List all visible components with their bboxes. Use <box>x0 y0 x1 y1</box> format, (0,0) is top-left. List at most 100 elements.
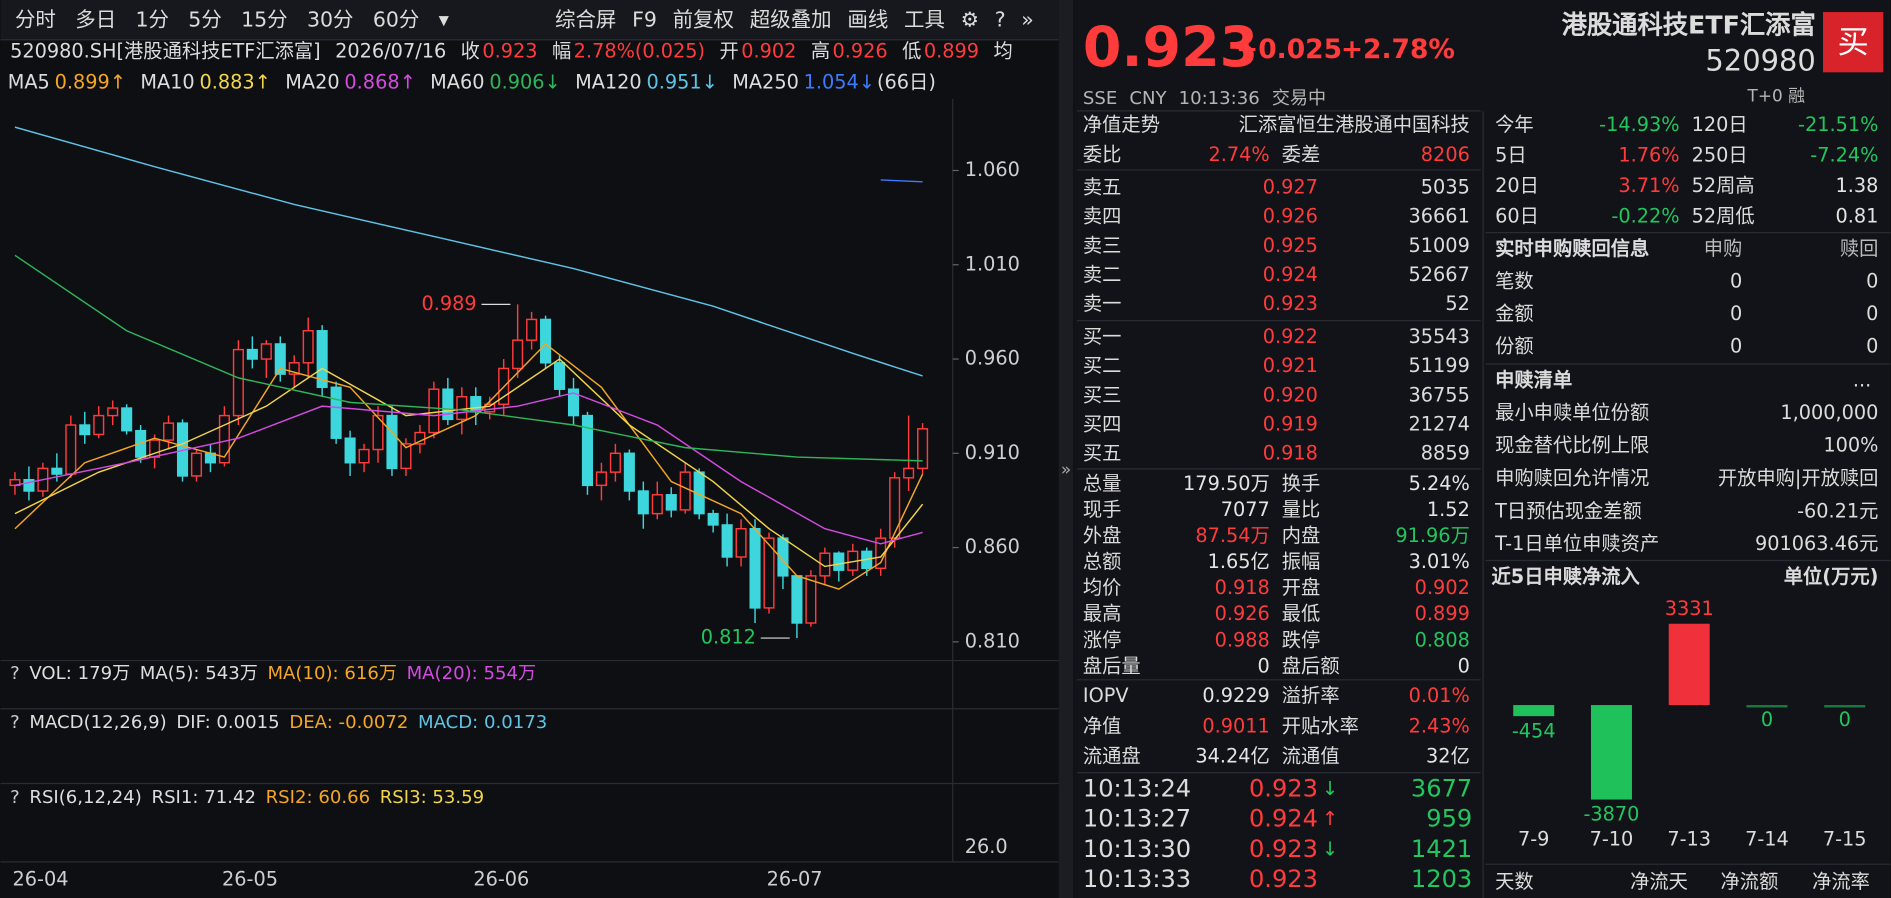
field-value: 87.54万 <box>1195 524 1269 547</box>
field-label: 量比 <box>1282 498 1321 521</box>
candle-body <box>428 388 440 434</box>
legend-value: 1.054↓ <box>804 71 875 94</box>
candle-body <box>121 407 133 432</box>
label: 开放申购|开放赎回 <box>1718 467 1879 490</box>
field-label: 52周高 <box>1692 174 1755 197</box>
indicator-label[interactable]: ? <box>10 663 20 684</box>
toolbar-button[interactable]: F9 <box>632 7 657 31</box>
toolbar-button[interactable]: » <box>1021 7 1034 31</box>
level-price: 0.920 <box>1263 383 1318 406</box>
field-label: 振幅 <box>1282 550 1321 573</box>
field-label: 开 <box>720 39 739 62</box>
toolbar-button[interactable]: ? <box>995 7 1006 31</box>
level-price: 0.921 <box>1263 354 1318 377</box>
field-label: 净值 <box>1083 714 1122 737</box>
x-tick-label: 7-13 <box>1667 828 1711 851</box>
candle-body <box>651 494 663 515</box>
field-value: 0.918 <box>1215 576 1270 599</box>
field-value: 0.988 <box>1215 628 1270 651</box>
candle-body <box>51 467 63 475</box>
toolbar-button[interactable]: 画线 <box>847 7 888 31</box>
candle-body <box>665 494 677 511</box>
level-price: 0.919 <box>1263 413 1318 436</box>
toolbar-tab[interactable]: 15分 <box>241 7 288 31</box>
tab[interactable]: 天数 <box>1495 870 1534 893</box>
ma-line <box>880 179 923 183</box>
toolbar-button[interactable]: 综合屏 <box>555 7 616 31</box>
tab[interactable]: 净流额 <box>1721 870 1779 893</box>
quote-meta: SSE <box>1083 88 1117 109</box>
toolbar-button[interactable]: 工具 <box>904 7 945 31</box>
field-value: 0.902 <box>741 39 796 62</box>
candle-body <box>344 437 356 464</box>
field-label: 内盘 <box>1282 524 1321 547</box>
buy-label[interactable]: 买 <box>1837 24 1868 60</box>
level-volume: 21274 <box>1409 413 1470 436</box>
toolbar-tab[interactable]: 60分 <box>373 7 420 31</box>
period-selector[interactable]: (66日) <box>877 71 936 94</box>
legend-name: MA120 <box>575 71 642 94</box>
column-header: 赎回 <box>1840 237 1879 260</box>
level-volume: 36661 <box>1409 205 1470 228</box>
label: -60.21元 <box>1797 499 1878 522</box>
column-header: 申购 <box>1704 237 1743 260</box>
level-volume: 35543 <box>1409 325 1470 348</box>
indicator-label[interactable]: ? <box>10 787 20 808</box>
toolbar-tab[interactable]: 1分 <box>135 7 169 31</box>
field-value: 34.24亿 <box>1195 744 1269 767</box>
buy-button[interactable] <box>1823 12 1884 73</box>
label: 100% <box>1823 434 1878 457</box>
toolbar-button[interactable]: ⚙ <box>961 7 979 31</box>
y-tick-label: 0.910 <box>965 441 1020 464</box>
trade-price: 0.923 <box>1249 865 1318 893</box>
candle-body <box>414 431 426 445</box>
candle-body <box>93 414 105 436</box>
level-label: 买三 <box>1083 383 1122 406</box>
toolbar-button[interactable]: 超级叠加 <box>750 7 832 31</box>
level-label: 卖五 <box>1083 176 1122 199</box>
tab[interactable]: 净流率 <box>1812 870 1870 893</box>
ma-line <box>14 392 923 545</box>
nav-link[interactable]: 净值走势 <box>1083 113 1160 136</box>
candle-body <box>721 524 733 558</box>
field-value: 0.923 <box>482 39 537 62</box>
field-value: 8206 <box>1421 143 1470 166</box>
field-value: 0.899 <box>924 39 979 62</box>
collapse-toggle[interactable]: » <box>1061 459 1071 479</box>
bar <box>1513 705 1555 717</box>
field-value: 1.76% <box>1618 143 1679 166</box>
value-label: -454 <box>1512 719 1556 742</box>
toolbar-tab[interactable]: 5分 <box>188 7 222 31</box>
level-volume: 51009 <box>1409 234 1470 257</box>
indicator-label: VOL: 179万 <box>29 663 130 684</box>
toolbar-button[interactable]: 前复权 <box>673 7 734 31</box>
field-value: 179.50万 <box>1183 472 1270 495</box>
level-label: 卖一 <box>1083 292 1122 315</box>
candle-body <box>218 414 230 464</box>
field-value: 3.71% <box>1618 174 1679 197</box>
field-value: 0.902 <box>1415 576 1470 599</box>
value-label: 3331 <box>1665 597 1714 620</box>
field-value: 5.24% <box>1409 472 1470 495</box>
field-value: 0.81 <box>1836 204 1879 227</box>
tags: T+0 融 <box>1747 85 1806 105</box>
toolbar-tab[interactable]: 30分 <box>307 7 354 31</box>
y-tick-label: 0.860 <box>965 535 1020 558</box>
x-tick-label: 7-9 <box>1518 828 1549 851</box>
candle-body <box>400 443 412 470</box>
level-price: 0.926 <box>1263 205 1318 228</box>
candle-body <box>274 343 286 375</box>
bar <box>1668 623 1710 706</box>
toolbar-tab[interactable]: ▾ <box>439 7 450 31</box>
candle-body <box>330 386 342 439</box>
candle-body <box>456 396 468 421</box>
indicator-label[interactable]: ? <box>10 712 20 733</box>
toolbar-tab[interactable]: 分时 <box>15 7 56 31</box>
toolbar-tab[interactable]: 多日 <box>75 7 116 31</box>
bar <box>1746 705 1788 708</box>
level-volume: 5035 <box>1421 176 1470 199</box>
more-button[interactable]: ... <box>1853 368 1871 391</box>
candle-body <box>372 414 384 451</box>
tab[interactable]: 净流天 <box>1630 870 1688 893</box>
